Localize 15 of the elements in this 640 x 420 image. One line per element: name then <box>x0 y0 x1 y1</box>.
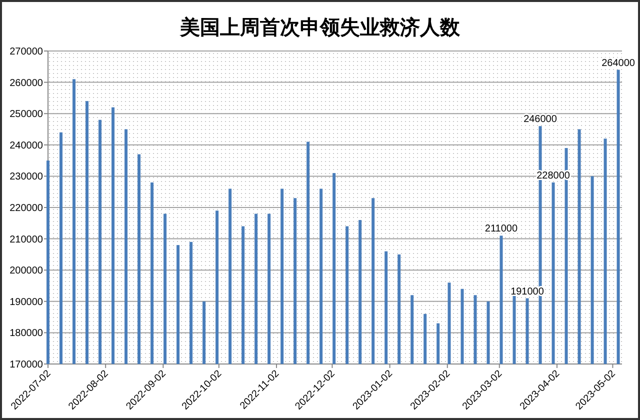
y-tick-label: 170000 <box>10 360 44 370</box>
y-tick-label: 210000 <box>10 234 44 246</box>
data-label: 246000 <box>524 114 558 126</box>
y-tick-label: 240000 <box>10 140 44 152</box>
y-tick-label: 230000 <box>10 172 44 183</box>
y-tick-label: 250000 <box>10 109 44 120</box>
y-tick-label: 220000 <box>10 203 44 214</box>
y-tick-label: 180000 <box>10 328 44 340</box>
data-label: 264000 <box>602 58 636 69</box>
y-tick-label: 200000 <box>10 266 44 277</box>
chart-title: 美国上周首次申领失业救济人数 <box>179 16 461 39</box>
data-label: 211000 <box>484 224 518 235</box>
y-tick-label: 270000 <box>10 46 44 58</box>
y-tick-label: 190000 <box>10 296 44 308</box>
y-tick-label: 260000 <box>10 78 44 89</box>
